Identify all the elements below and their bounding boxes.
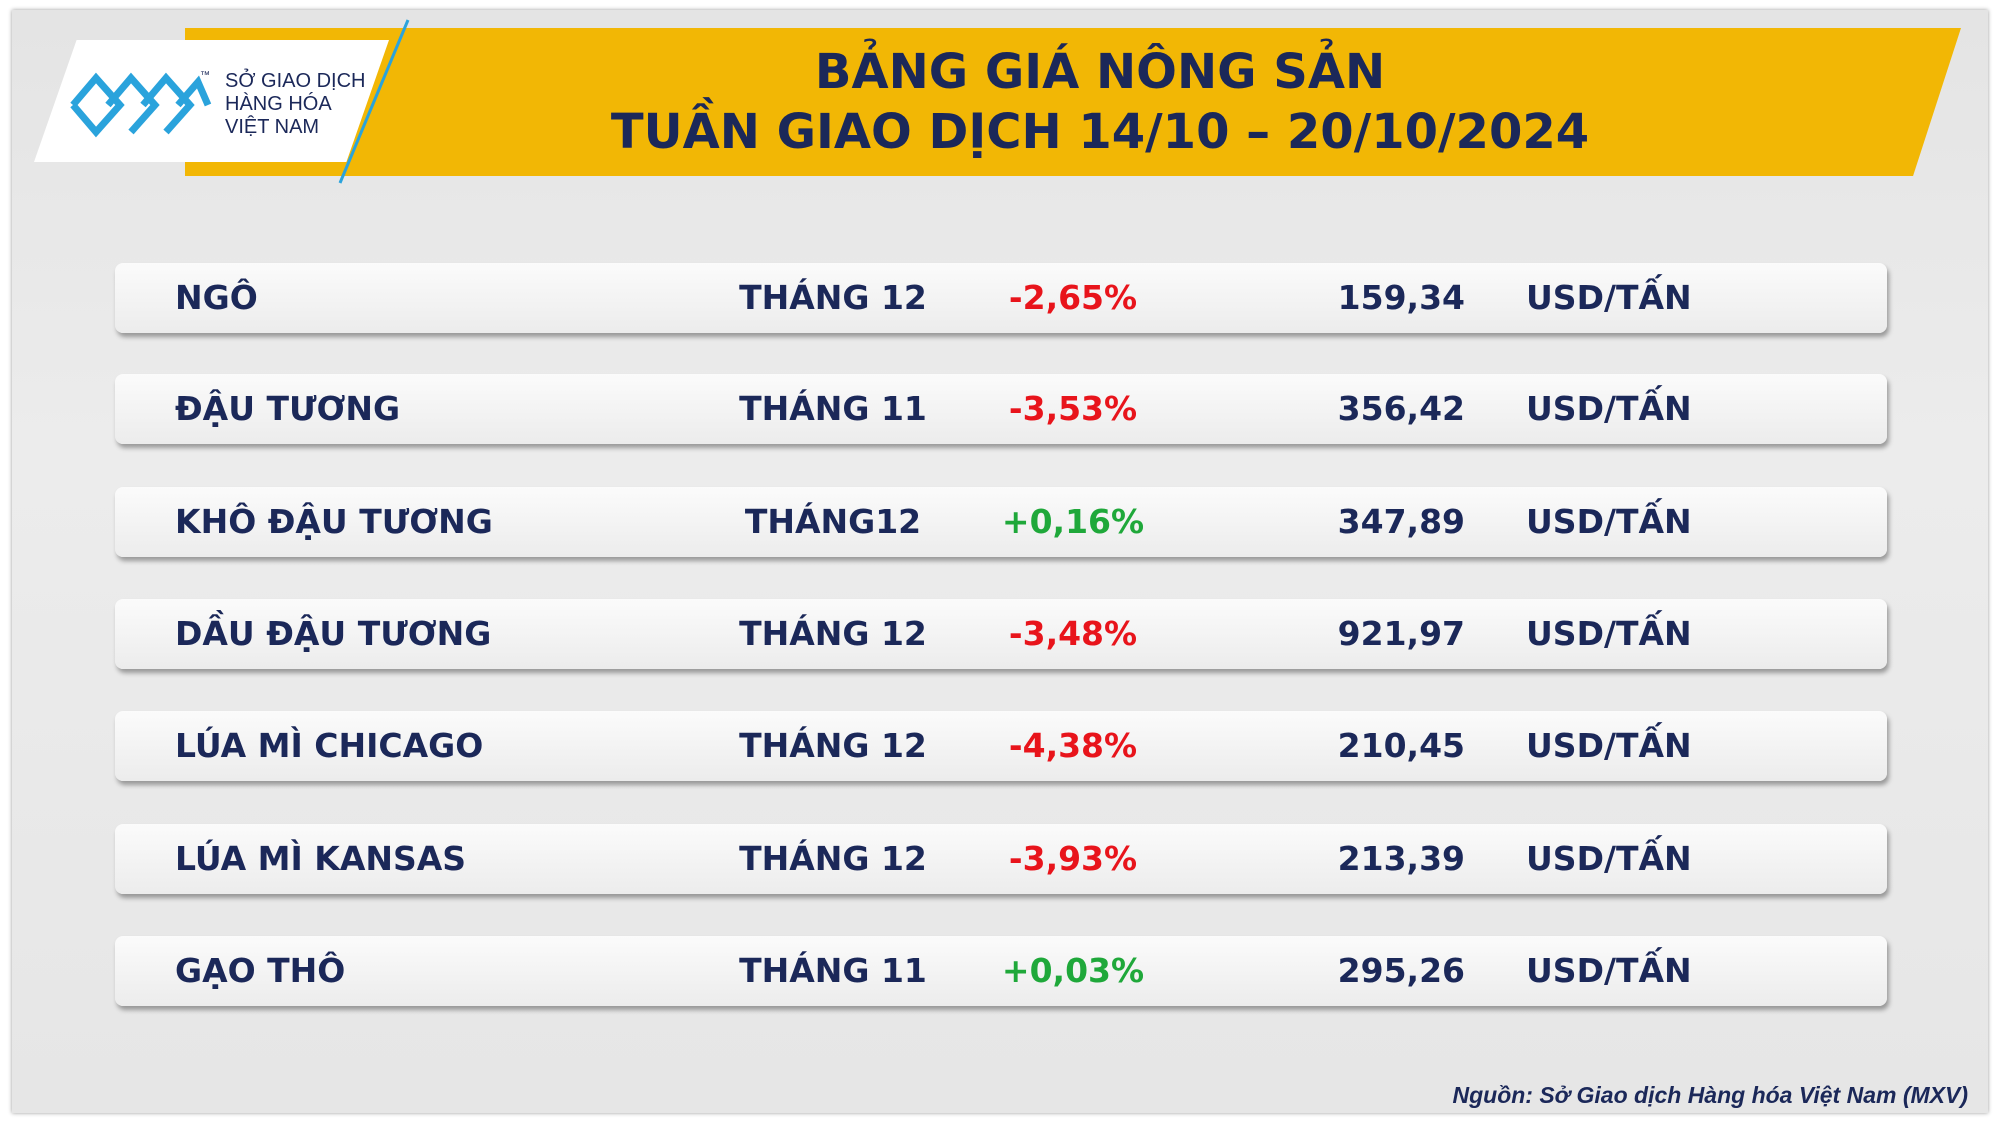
cell-price: 295,26 bbox=[1337, 951, 1465, 990]
cell-contract: THÁNG 11 bbox=[739, 389, 927, 428]
cell-contract: THÁNG12 bbox=[744, 502, 922, 541]
table-row: KHÔ ĐẬU TƯƠNG THÁNG12 +0,16% 347,89 USD/TẤN bbox=[115, 487, 1887, 557]
cell-unit: USD/TẤN bbox=[1526, 278, 1692, 317]
cell-unit: USD/TẤN bbox=[1526, 726, 1692, 765]
cell-change: +0,03% bbox=[1001, 951, 1145, 990]
table-row: LÚA MÌ CHICAGO THÁNG 12 -4,38% 210,45 USD/TẤ… bbox=[115, 711, 1887, 781]
cell-unit: USD/TẤN bbox=[1526, 502, 1692, 541]
title: BẢNG GIÁ NÔNG SẢN bbox=[814, 44, 1386, 100]
cell-change: -3,48% bbox=[1008, 614, 1138, 653]
cell-contract: THÁNG 11 bbox=[739, 951, 927, 990]
cell-contract: THÁNG 12 bbox=[739, 278, 927, 317]
table-row: LÚA MÌ KANSAS THÁNG 12 -3,93% 213,39 USD/TẤN bbox=[115, 824, 1887, 894]
cell-commodity: KHÔ ĐẬU TƯƠNG bbox=[175, 502, 493, 541]
logo-mark bbox=[70, 72, 212, 138]
cell-change: -2,65% bbox=[1008, 278, 1138, 317]
cell-price: 159,34 bbox=[1337, 278, 1465, 317]
logo-tm: ™ bbox=[200, 70, 210, 81]
cell-price: 347,89 bbox=[1337, 502, 1465, 541]
logo-text: SỞ GIAO DỊCH bbox=[225, 70, 366, 92]
cell-change: -3,93% bbox=[1008, 839, 1138, 878]
table-row: ĐẬU TƯƠNG THÁNG 11 -3,53% 356,42 USD/TẤN bbox=[115, 374, 1887, 444]
title-banner bbox=[185, 28, 1961, 176]
cell-contract: THÁNG 12 bbox=[739, 839, 927, 878]
logo-text: VIỆT NAM bbox=[225, 116, 320, 138]
cell-unit: USD/TẤN bbox=[1526, 614, 1692, 653]
table-row: GẠO THÔ THÁNG 11 +0,03% 295,26 USD/TẤN bbox=[115, 936, 1887, 1006]
cell-price: 921,97 bbox=[1337, 614, 1465, 653]
cell-unit: USD/TẤN bbox=[1526, 839, 1692, 878]
cell-commodity: LÚA MÌ KANSAS bbox=[175, 839, 467, 878]
background bbox=[12, 10, 1988, 1113]
table-row: NGÔ THÁNG 12 -2,65% 159,34 USD/TẤN bbox=[115, 263, 1887, 333]
cell-change: -3,53% bbox=[1008, 389, 1138, 428]
cell-contract: THÁNG 12 bbox=[739, 726, 927, 765]
cell-price: 213,39 bbox=[1337, 839, 1465, 878]
title: TUẦN GIAO DỊCH 14/10 – 20/10/2024 bbox=[610, 104, 1590, 160]
cell-commodity: ĐẬU TƯƠNG bbox=[175, 389, 401, 428]
logo-panel bbox=[34, 40, 389, 162]
cell-unit: USD/TẤN bbox=[1526, 951, 1692, 990]
table-row: DẦU ĐẬU TƯƠNG THÁNG 12 -3,48% 921,97 USD/TẤN bbox=[115, 599, 1887, 669]
cell-unit: USD/TẤN bbox=[1526, 389, 1692, 428]
cell-contract: THÁNG 12 bbox=[739, 614, 927, 653]
cell-commodity: GẠO THÔ bbox=[175, 951, 346, 990]
source-note: Nguồn: Sở Giao dịch Hàng hóa Việt Nam (M… bbox=[1452, 1082, 1968, 1108]
cell-change: -4,38% bbox=[1008, 726, 1138, 765]
logo-text: HÀNG HÓA bbox=[225, 93, 332, 115]
banner-accent bbox=[338, 19, 410, 184]
cell-commodity: NGÔ bbox=[175, 278, 258, 317]
cell-change: +0,16% bbox=[1001, 502, 1145, 541]
cell-price: 356,42 bbox=[1337, 389, 1465, 428]
cell-commodity: DẦU ĐẬU TƯƠNG bbox=[175, 614, 492, 653]
cell-commodity: LÚA MÌ CHICAGO bbox=[175, 726, 484, 765]
cell-price: 210,45 bbox=[1337, 726, 1465, 765]
